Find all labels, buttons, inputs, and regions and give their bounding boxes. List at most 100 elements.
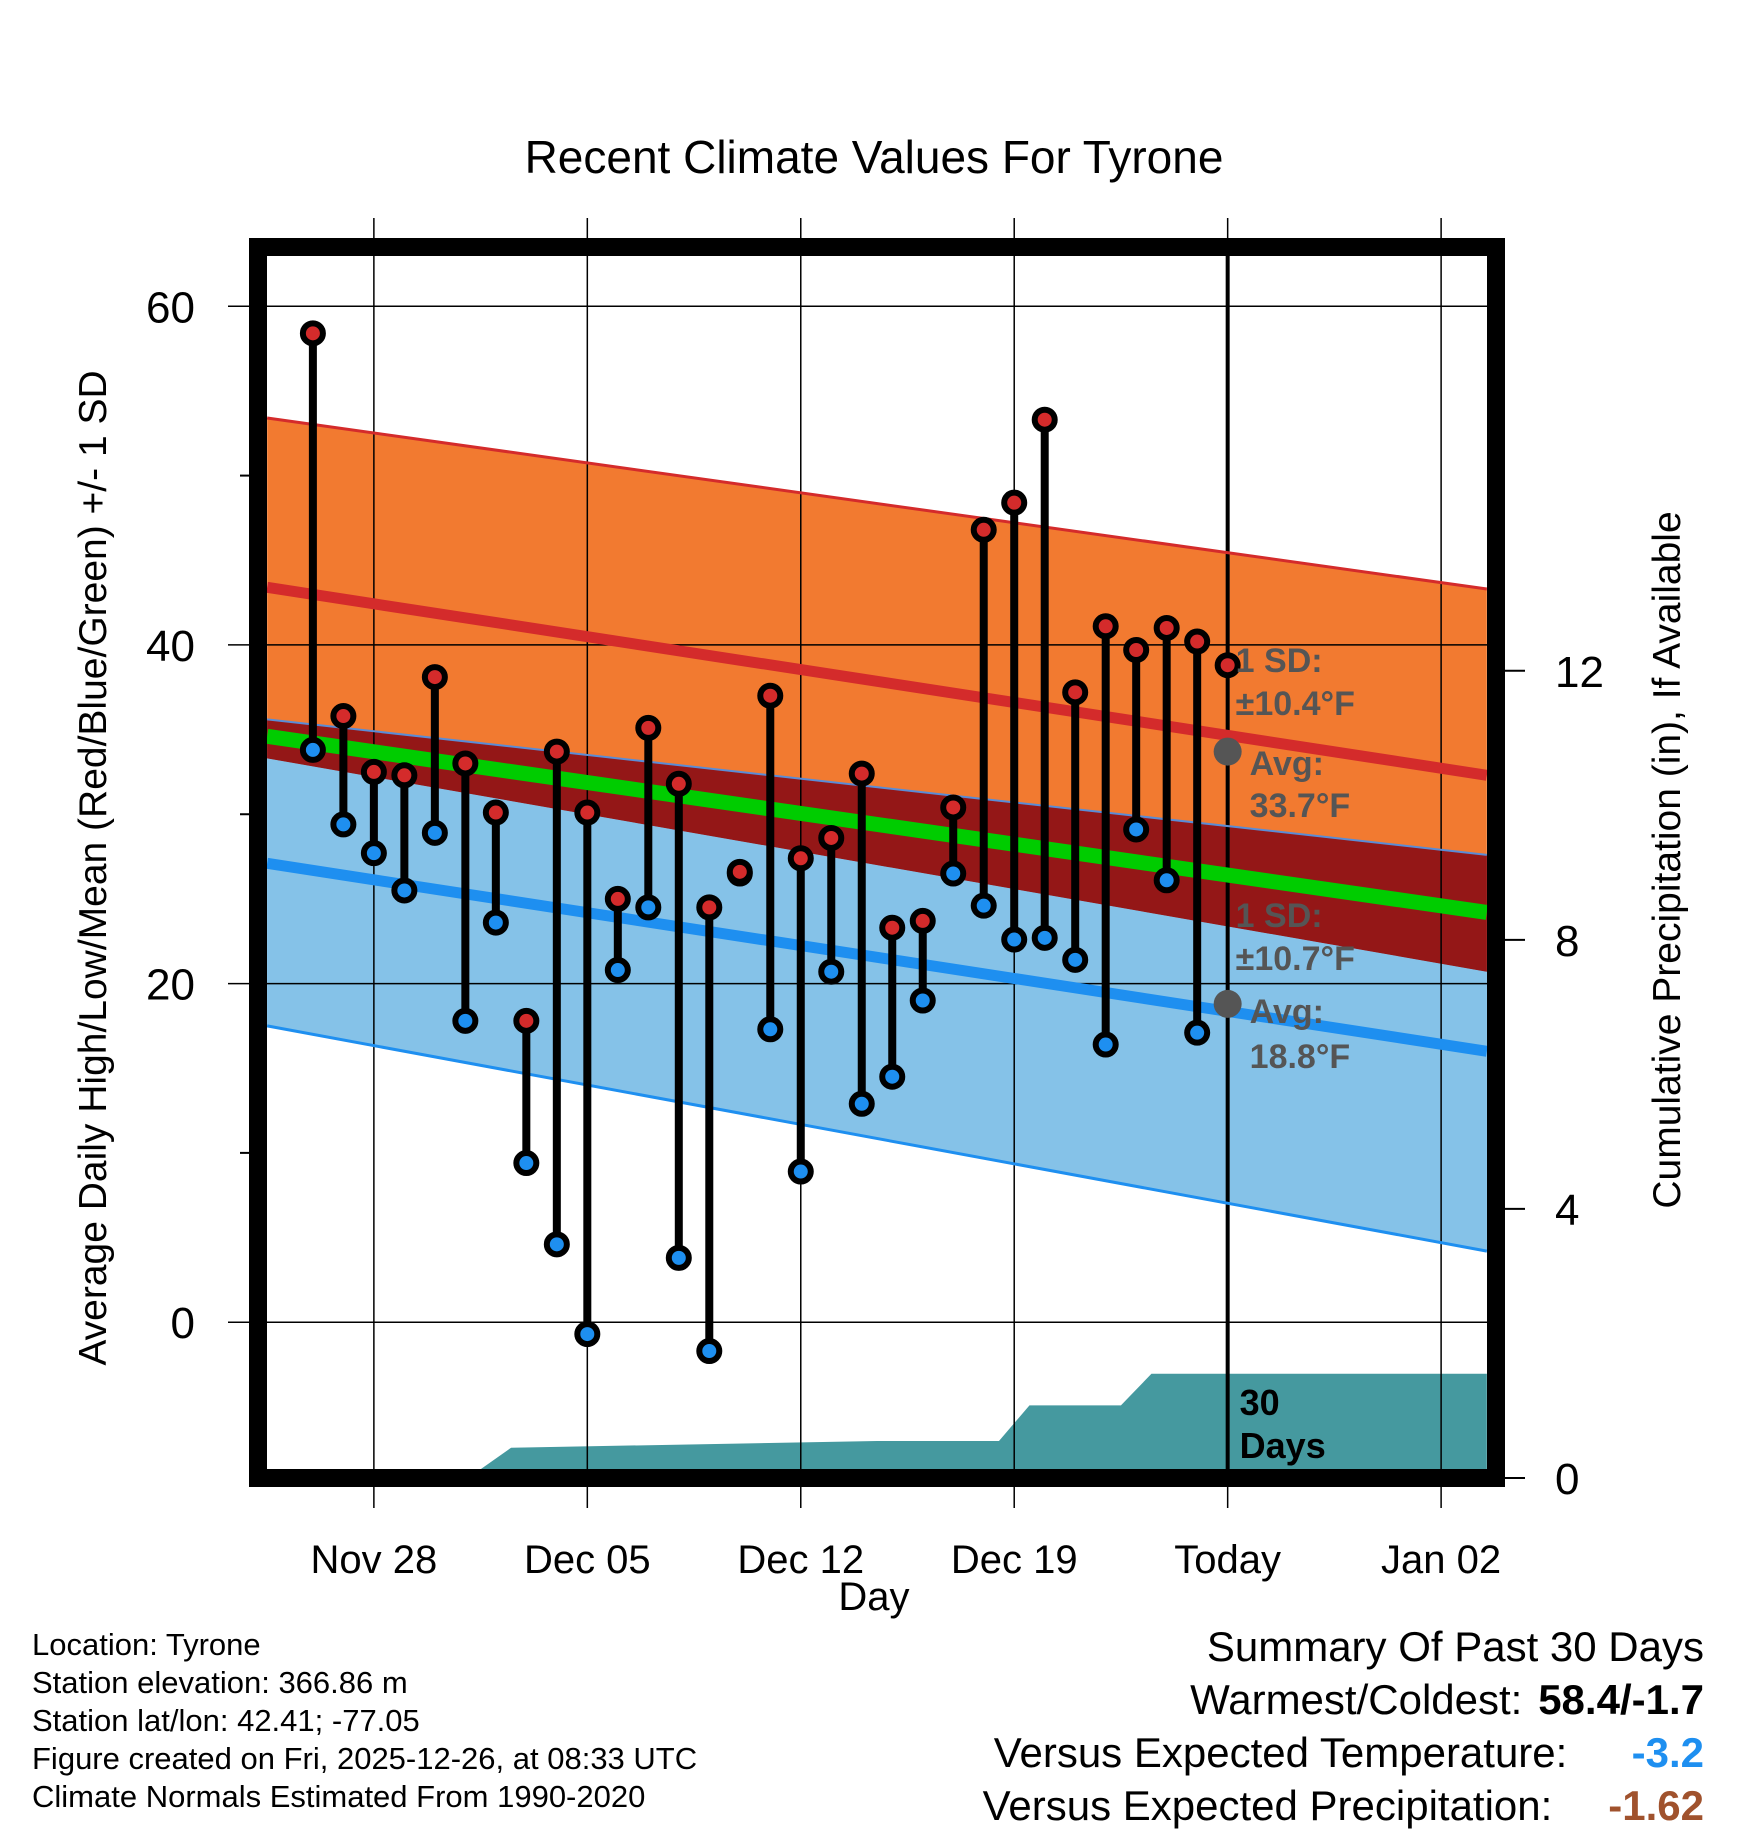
latlon-text: Station lat/lon: 42.41; -77.05 bbox=[32, 1703, 420, 1738]
low-avg-dot bbox=[1213, 989, 1242, 1018]
high-sd-band bbox=[267, 418, 1487, 855]
daily-low-point bbox=[909, 987, 936, 1014]
daily-low-point bbox=[1184, 1019, 1211, 1046]
daily-low-point bbox=[604, 957, 631, 984]
daily-high-point bbox=[360, 758, 387, 785]
temp-label: Versus Expected Temperature: bbox=[993, 1729, 1568, 1776]
daily-low-point bbox=[1153, 867, 1180, 894]
daily-low-point bbox=[787, 1158, 814, 1185]
daily-low-point bbox=[1092, 1031, 1119, 1058]
low-sd-value: ±10.7°F bbox=[1236, 940, 1355, 978]
daily-high-point bbox=[1153, 614, 1180, 641]
high-avg-label: Avg: bbox=[1250, 745, 1324, 783]
climate-chart: Recent Climate Values For Tyrone 1 SD: ±1… bbox=[72, 131, 1689, 1619]
high-avg-dot bbox=[1213, 737, 1242, 766]
chart-title: Recent Climate Values For Tyrone bbox=[525, 131, 1224, 183]
y-tick-label: 40 bbox=[146, 622, 195, 671]
daily-high-point bbox=[1001, 489, 1028, 516]
daily-high-point bbox=[1092, 613, 1119, 640]
daily-high-point bbox=[1184, 628, 1211, 655]
precip-fill bbox=[267, 1373, 1487, 1478]
daily-high-point bbox=[421, 664, 448, 691]
summary-title: Summary Of Past 30 Days bbox=[1206, 1623, 1704, 1670]
daily-high-point bbox=[726, 858, 753, 885]
daily-high-point bbox=[848, 760, 875, 787]
daily-high-point bbox=[665, 770, 692, 797]
x-axis-label: Day bbox=[838, 1575, 909, 1619]
high-minus-sd-line bbox=[267, 718, 1487, 856]
daily-low-point bbox=[879, 1063, 906, 1090]
daily-high-point bbox=[482, 799, 509, 826]
daily-low-point bbox=[696, 1338, 723, 1365]
daily-high-point bbox=[299, 320, 326, 347]
daily-high-point bbox=[1214, 652, 1241, 679]
high-avg-value: 33.7°F bbox=[1250, 787, 1351, 825]
x-tick-label: Jan 02 bbox=[1381, 1538, 1501, 1582]
daily-high-point bbox=[452, 750, 479, 777]
daily-high-point bbox=[330, 703, 357, 730]
y2-tick-label: 12 bbox=[1555, 648, 1604, 697]
daily-high-point bbox=[879, 914, 906, 941]
daily-low-point bbox=[970, 892, 997, 919]
x-tick-label: Nov 28 bbox=[310, 1538, 437, 1582]
daily-low-point bbox=[1031, 924, 1058, 951]
days-label-text: Days bbox=[1240, 1425, 1326, 1466]
daily-high-point bbox=[513, 1007, 540, 1034]
plot-frame bbox=[249, 238, 1505, 1487]
low-sd-label: 1 SD: bbox=[1236, 897, 1323, 935]
x-tick-label: Dec 12 bbox=[737, 1538, 864, 1582]
axis-ticks: 0 20 40 60 0 4 8 12 Nov 28 Dec 05 Dec 12 Dec 19 Toda… bbox=[146, 283, 1604, 1582]
daily-stems bbox=[308, 333, 1202, 1352]
y2-tick-label: 0 bbox=[1555, 1455, 1579, 1504]
summary-panel: Summary Of Past 30 Days Warmest/Coldest:… bbox=[983, 1620, 1704, 1832]
annotations: 1 SD: ±10.4°F Avg: 33.7°F 1 SD: ±10.7°F Avg: 18… bbox=[1213, 642, 1355, 1466]
daily-high-point bbox=[543, 738, 570, 765]
y2-axis-label: Cumulative Precipitation (in), If Availa… bbox=[1646, 511, 1689, 1208]
daily-high-point bbox=[1031, 406, 1058, 433]
daily-low-point bbox=[1062, 946, 1089, 973]
daily-low-point bbox=[421, 819, 448, 846]
high-plus-sd-line bbox=[266, 416, 1488, 591]
daily-low-point bbox=[848, 1090, 875, 1117]
location-text: Location: Tyrone bbox=[32, 1627, 261, 1662]
temp-value: -3.2 bbox=[1631, 1729, 1704, 1776]
normals-text: Climate Normals Estimated From 1990-2020 bbox=[32, 1779, 646, 1814]
daily-high-point bbox=[787, 845, 814, 872]
daily-low-point bbox=[482, 909, 509, 936]
daily-high-point bbox=[1062, 679, 1089, 706]
daily-low-point bbox=[299, 736, 326, 763]
y-tick-label: 20 bbox=[146, 961, 195, 1010]
x-tick-label: Today bbox=[1174, 1538, 1281, 1582]
daily-high-point bbox=[635, 714, 662, 741]
normal-low-line bbox=[266, 857, 1488, 1057]
daily-high-point bbox=[604, 885, 631, 912]
summary-precip: Versus Expected Precipitation: -1.62 bbox=[983, 1779, 1704, 1832]
daily-low-point bbox=[818, 958, 845, 985]
warm-cold-label: Warmest/Coldest: bbox=[1190, 1676, 1523, 1723]
x-tick-label: Dec 05 bbox=[524, 1538, 651, 1582]
daily-high-point bbox=[574, 799, 601, 826]
created-text: Figure created on Fri, 2025-12-26, at 08… bbox=[32, 1741, 698, 1776]
low-avg-label: Avg: bbox=[1250, 993, 1324, 1031]
daily-high-point bbox=[818, 824, 845, 851]
daily-high-point bbox=[909, 907, 936, 934]
daily-low-point bbox=[452, 1007, 479, 1034]
daily-low-point bbox=[391, 877, 418, 904]
warm-cold-value: 58.4/-1.7 bbox=[1538, 1676, 1704, 1723]
daily-low-point bbox=[330, 811, 357, 838]
daily-high-point bbox=[1123, 636, 1150, 663]
normal-bands bbox=[267, 418, 1487, 1252]
low-avg-value: 18.8°F bbox=[1250, 1038, 1351, 1076]
daily-high-point bbox=[696, 894, 723, 921]
daily-low-point bbox=[543, 1231, 570, 1258]
high-sd-value: ±10.4°F bbox=[1236, 685, 1355, 723]
daily-low-point bbox=[360, 840, 387, 867]
x-tick-label: Dec 19 bbox=[951, 1538, 1078, 1582]
daily-low-point bbox=[513, 1150, 540, 1177]
daily-low-point bbox=[665, 1244, 692, 1271]
y-tick-label: 60 bbox=[146, 283, 195, 332]
y-axis-label: Average Daily High/Low/Mean (Red/Blue/Gr… bbox=[72, 370, 115, 1365]
y2-tick-label: 8 bbox=[1555, 917, 1579, 966]
y-tick-label: 0 bbox=[171, 1299, 195, 1348]
daily-markers bbox=[299, 320, 1241, 1365]
